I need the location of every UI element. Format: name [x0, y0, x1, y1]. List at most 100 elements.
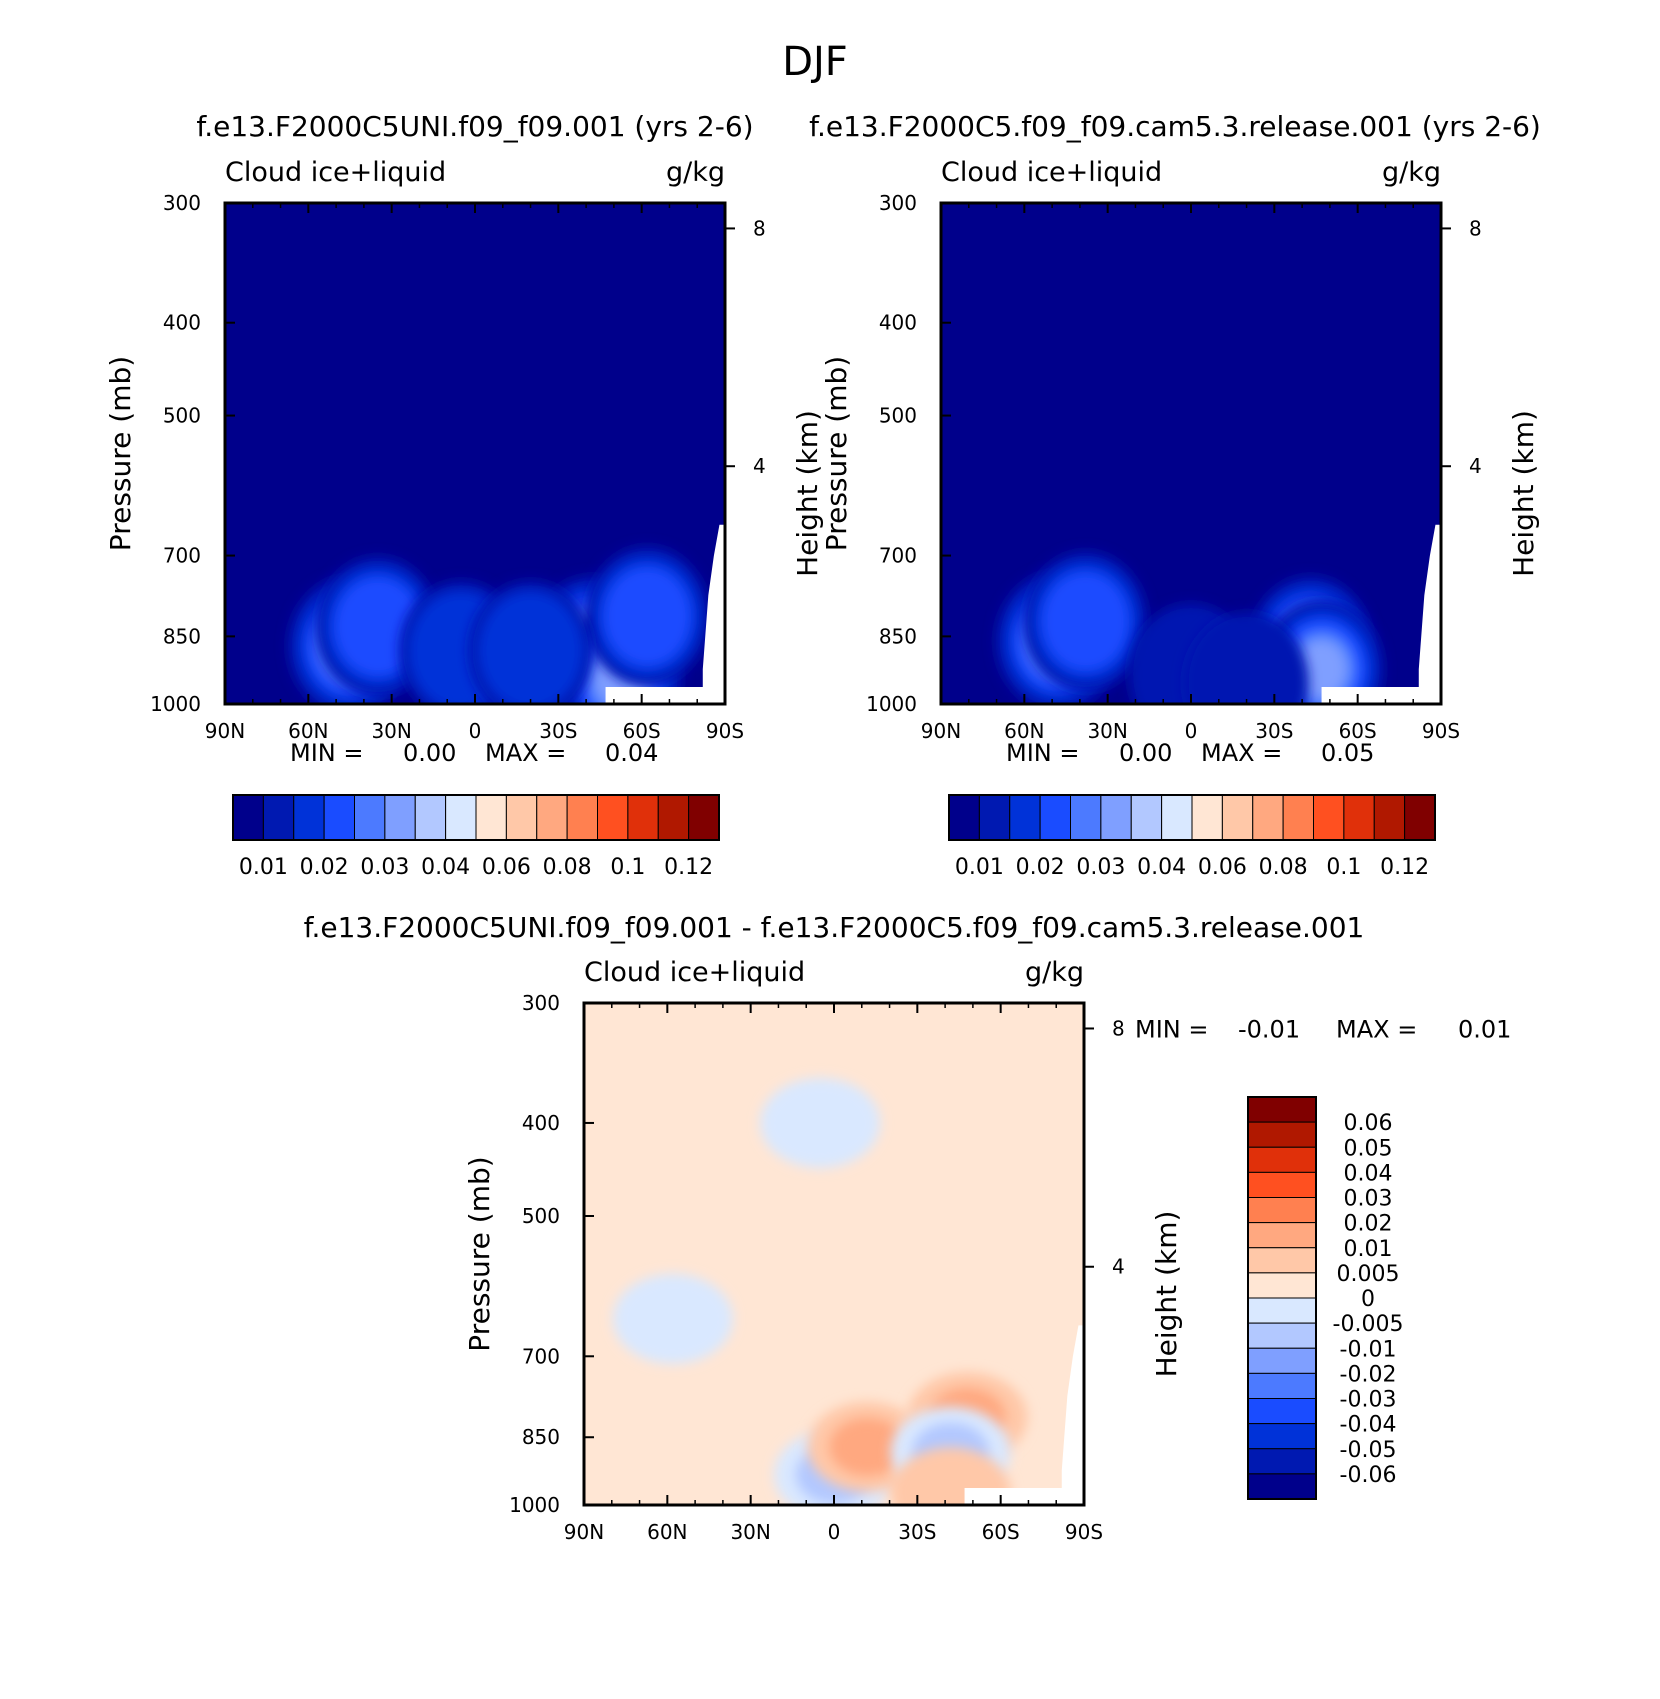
y-tick-label: 1000 — [866, 692, 917, 716]
colorbar-box — [566, 794, 598, 841]
y-tick-label: 850 — [522, 1425, 560, 1449]
colorbar-box — [384, 794, 416, 841]
colorbar-label: 0.06 — [482, 855, 531, 880]
colorbar-box — [536, 794, 568, 841]
min-value: -0.01 — [1238, 1015, 1300, 1043]
contour-field — [225, 203, 725, 704]
max-value: 0.01 — [1458, 1015, 1511, 1043]
variable-label: Cloud ice+liquid — [584, 957, 805, 988]
y2-tick-label: 4 — [1112, 1255, 1125, 1279]
panel-2: f.e13.F2000C5.f09_f09.cam5.3.release.001… — [809, 110, 1541, 880]
colorbar-box — [1247, 1146, 1317, 1173]
colorbar: 0.01 0.02 0.03 0.04 0.06 0.08 0.1 0.12 — [948, 794, 1436, 880]
colorbar-label: 0.01 — [239, 855, 288, 880]
y-tick-label: 1000 — [150, 692, 201, 716]
y2-tick-label: 8 — [753, 216, 766, 240]
y-tick-label: 500 — [879, 404, 917, 428]
colorbar-box — [1313, 794, 1345, 841]
x-tick-label: 0 — [828, 1520, 841, 1544]
x-tick-label: 90N — [205, 719, 245, 743]
y-tick-label: 850 — [879, 624, 917, 648]
y-tick-label: 500 — [163, 404, 201, 428]
colorbar-box — [262, 794, 295, 841]
colorbar-box — [1039, 794, 1071, 841]
x-tick-label: 90S — [1065, 1520, 1103, 1544]
colorbar-box — [445, 794, 477, 841]
x-tick-label: 60S — [623, 719, 661, 743]
colorbar-box — [414, 794, 447, 841]
x-tick-label: 90N — [921, 719, 961, 743]
colorbar-box — [293, 794, 325, 841]
colorbar-box — [1252, 794, 1284, 841]
max-label: MAX = — [1336, 1015, 1417, 1043]
colorbar-label: 0.03 — [1344, 1187, 1393, 1212]
contour-field — [584, 1003, 1084, 1505]
max-value: 0.05 — [1321, 739, 1374, 767]
colorbar-label: 0.06 — [1344, 1111, 1393, 1136]
colorbar-box — [1009, 794, 1041, 841]
colorbar-box — [1247, 1096, 1317, 1123]
colorbar-label: -0.01 — [1340, 1337, 1397, 1362]
colorbar-box — [1343, 794, 1375, 841]
colorbar-box — [1247, 1222, 1317, 1249]
colorbar-label: 0.04 — [1137, 855, 1186, 880]
contour-level — [1041, 571, 1130, 672]
colorbar-frame — [1247, 1096, 1317, 1500]
min-value: 0.00 — [403, 739, 456, 767]
colorbar-label: 0.005 — [1337, 1262, 1400, 1287]
x-tick-label: 90S — [706, 719, 744, 743]
x-tick-label: 60S — [982, 1520, 1020, 1544]
y-tick-label: 700 — [163, 544, 201, 568]
min-label: MIN = — [1135, 1015, 1208, 1043]
panel-title: f.e13.F2000C5UNI.f09_f09.001 - f.e13.F20… — [304, 911, 1365, 944]
contour-level — [612, 1273, 733, 1364]
colorbar-label: -0.06 — [1340, 1463, 1397, 1488]
x-tick-label: 30N — [371, 719, 411, 743]
colorbar-box — [657, 794, 690, 841]
colorbar-box — [1247, 1121, 1317, 1148]
y2-tick-label: 8 — [1112, 1016, 1125, 1040]
panel-title: f.e13.F2000C5UNI.f09_f09.001 (yrs 2-6) — [196, 110, 753, 143]
colorbar-label: 0.12 — [1380, 855, 1429, 880]
colorbar-label: 0.05 — [1344, 1136, 1393, 1161]
missing-data-region — [964, 1325, 1084, 1505]
x-tick-label: 30S — [898, 1520, 936, 1544]
colorbar-label: -0.005 — [1333, 1312, 1404, 1337]
y-tick-label: 400 — [522, 1111, 560, 1135]
colorbar-box — [505, 794, 538, 841]
colorbar-label: 0.08 — [1259, 855, 1308, 880]
colorbar-label: 0.06 — [1198, 855, 1247, 880]
colorbar-label: 0.12 — [664, 855, 713, 880]
colorbar-box — [948, 794, 980, 841]
colorbar-box — [1373, 794, 1406, 841]
missing-data-region — [605, 524, 725, 704]
x-tick-label: 30S — [1255, 719, 1293, 743]
colorbar-label: -0.05 — [1340, 1438, 1397, 1463]
contour-level — [1184, 612, 1309, 704]
units-label: g/kg — [1382, 157, 1441, 188]
x-tick-label: 90S — [1422, 719, 1460, 743]
colorbar-frame — [948, 794, 1436, 841]
colorbar-box — [1161, 794, 1193, 841]
x-tick-label: 90N — [564, 1520, 604, 1544]
contour-level — [760, 1077, 881, 1168]
colorbar-label: 0.02 — [1016, 855, 1065, 880]
x-tick-label: 0 — [469, 719, 482, 743]
x-tick-label: 60N — [1004, 719, 1044, 743]
colorbar-box — [1247, 1448, 1317, 1475]
y-tick-label: 300 — [522, 991, 560, 1015]
colorbar-box — [1221, 794, 1254, 841]
variable-label: Cloud ice+liquid — [225, 157, 446, 188]
contour-field — [941, 203, 1441, 704]
colorbar-box — [1247, 1423, 1317, 1450]
colorbar-box — [1247, 1297, 1317, 1324]
colorbar-box — [627, 794, 659, 841]
y-axis-label: Pressure (mb) — [463, 1156, 496, 1351]
min-value: 0.00 — [1119, 739, 1172, 767]
colorbar-label: 0.01 — [1344, 1237, 1393, 1262]
max-value: 0.04 — [605, 739, 658, 767]
colorbar-label: -0.03 — [1340, 1388, 1397, 1413]
colorbar-label: 0.03 — [1076, 855, 1125, 880]
x-tick-label: 0 — [1185, 719, 1198, 743]
